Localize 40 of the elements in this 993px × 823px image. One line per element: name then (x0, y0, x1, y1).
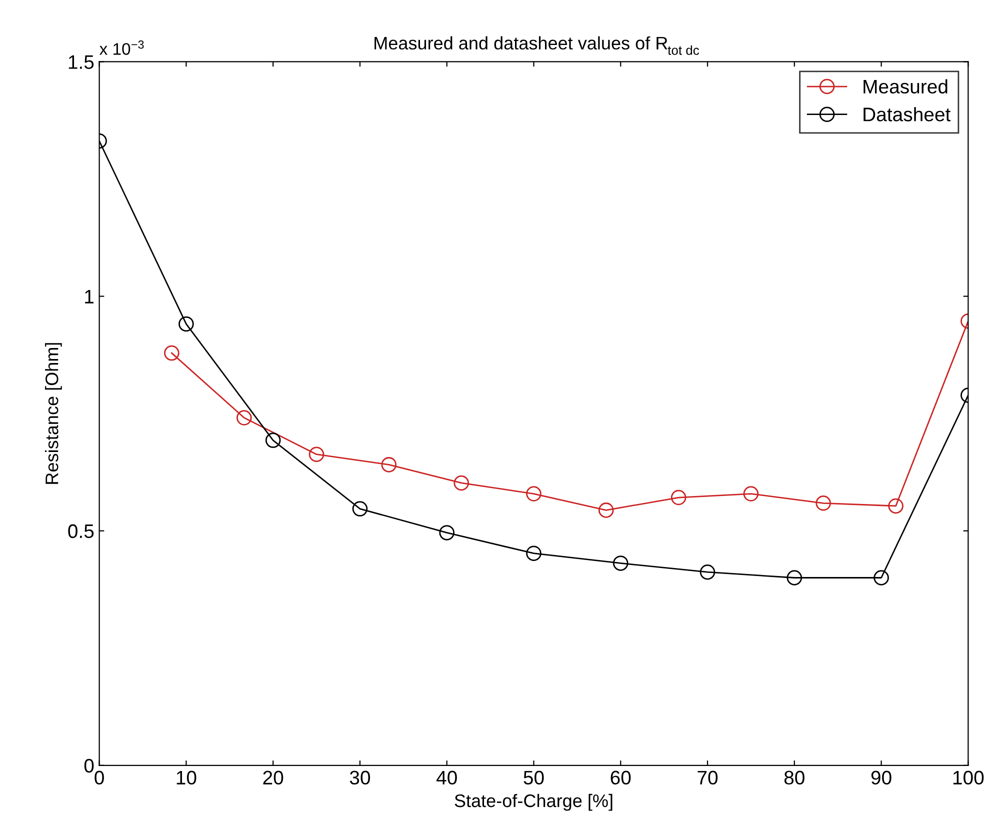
point (236, 410, 252, 426)
point (598, 502, 614, 518)
point (526, 486, 542, 502)
x-tick-label: 100 (953, 770, 984, 785)
point (381, 457, 397, 472)
point (786, 570, 802, 586)
x-tick-label: 60 (610, 770, 631, 785)
point (888, 498, 904, 514)
y-tick-label: 0 (84, 758, 94, 773)
point (308, 446, 324, 462)
x-tick-label: 50 (524, 770, 544, 785)
point (352, 501, 368, 516)
point (454, 475, 469, 491)
point (439, 525, 454, 540)
x-tick-label: 70 (698, 770, 718, 785)
x-tick-label: 90 (871, 770, 892, 785)
point (164, 345, 180, 361)
point (612, 556, 628, 571)
point (178, 316, 194, 332)
point (700, 564, 716, 580)
legend-label: Measured (864, 79, 948, 94)
x-tick-label: 40 (436, 770, 457, 785)
x-tick-label: 20 (263, 770, 284, 785)
x-tick-label: 10 (176, 770, 196, 785)
x-tick-label: 80 (784, 770, 804, 785)
legend-label: Datasheet (864, 107, 951, 122)
x-tick-label: 0 (94, 770, 104, 785)
x-tick-label: 30 (350, 770, 370, 785)
point (816, 496, 831, 511)
point (874, 570, 889, 586)
point (265, 432, 281, 448)
point (526, 546, 542, 561)
x-axis-title: State-of-Charge [%] (454, 794, 612, 811)
point (670, 490, 686, 506)
y-tick-label: 1.5 (68, 55, 94, 69)
y-axis-title: Resistance [Ohm] (45, 343, 62, 484)
y-tick-label: 0.5 (68, 524, 94, 538)
y-tick-label: 1 (85, 290, 94, 304)
point (743, 486, 759, 502)
text: x 10$^{−3}$ (99, 40, 144, 55)
